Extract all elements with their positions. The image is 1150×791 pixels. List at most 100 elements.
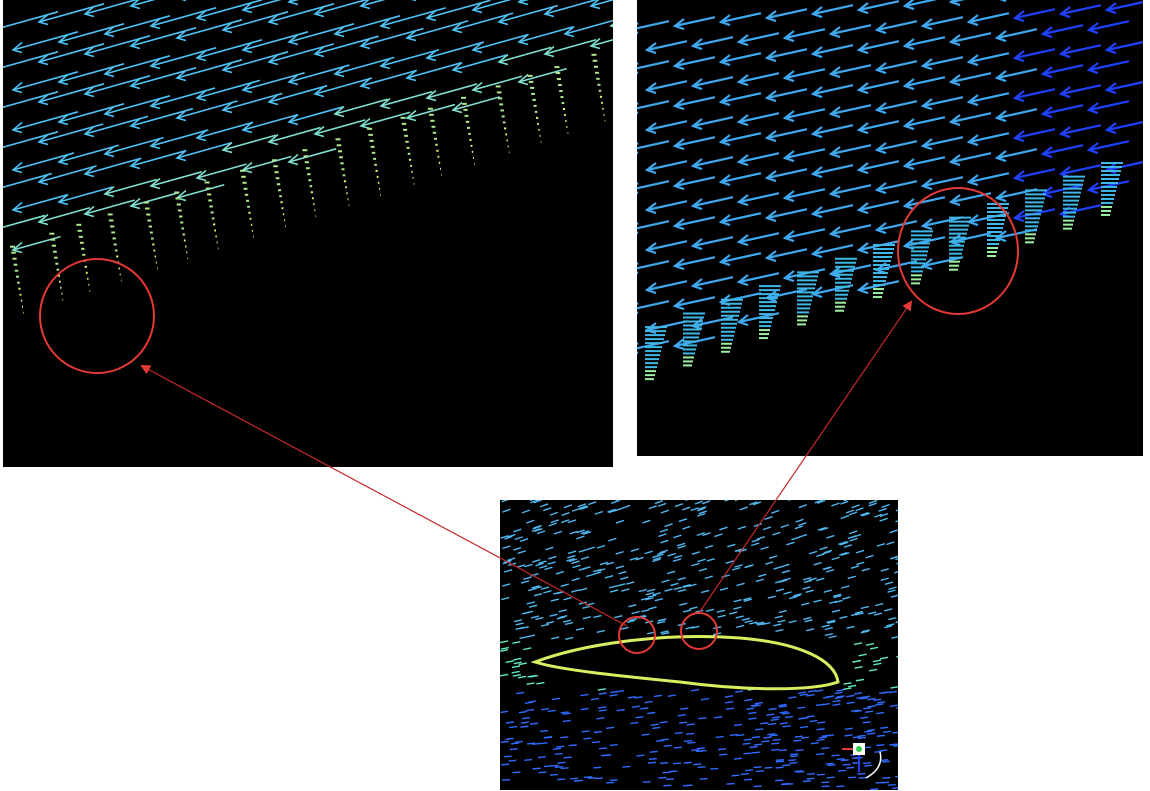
vector: [533, 768, 541, 769]
vector: [606, 727, 614, 728]
vector: [718, 749, 726, 750]
vector: [553, 748, 561, 749]
vector: [821, 748, 829, 749]
vector: [893, 745, 901, 746]
vector: [510, 749, 518, 750]
vector: [569, 745, 577, 746]
vector: [858, 738, 866, 739]
vector: [817, 729, 825, 730]
vector: [770, 735, 778, 736]
vector: [684, 762, 692, 763]
vector: [785, 784, 793, 785]
vector: [561, 768, 569, 769]
vector: [816, 754, 824, 755]
vector: [734, 724, 742, 725]
vector: [687, 742, 695, 743]
zoom-panel-left: [3, 0, 613, 467]
vector: [727, 784, 735, 785]
figure: [0, 0, 1150, 791]
vector: [817, 774, 825, 775]
vector: [512, 772, 520, 773]
vector: [556, 746, 564, 747]
vector: [775, 780, 783, 781]
vector-head: [629, 183, 638, 193]
vector: [755, 729, 763, 730]
vector: [504, 756, 512, 757]
vector: [501, 742, 509, 743]
vector: [788, 760, 796, 761]
vector: [636, 755, 644, 756]
vector: [744, 739, 752, 740]
vector: [574, 780, 582, 781]
vector: [649, 759, 657, 760]
vector: [843, 764, 851, 765]
vector: [795, 736, 803, 737]
vector: [750, 747, 758, 748]
vector-head: [629, 303, 638, 313]
vector: [864, 731, 872, 732]
vector: [731, 775, 739, 776]
vector: [838, 770, 846, 771]
vector: [551, 765, 559, 766]
vector: [710, 768, 718, 769]
vector: [555, 767, 563, 768]
vector: [795, 750, 803, 751]
vector: [800, 727, 808, 728]
vector: [684, 741, 692, 742]
vector: [648, 762, 656, 763]
vector: [801, 737, 809, 738]
vector: [877, 735, 885, 736]
vector: [515, 741, 523, 742]
vector: [846, 767, 854, 768]
vector: [789, 763, 797, 764]
vector: [693, 764, 701, 765]
vector: [557, 779, 565, 780]
vector: [743, 743, 751, 744]
vector: [582, 731, 590, 732]
vector: [663, 772, 671, 773]
vector-head: [629, 343, 638, 353]
vector: [817, 739, 825, 740]
vector: [876, 782, 884, 783]
vector-head: [629, 223, 638, 233]
vector: [506, 738, 514, 739]
vector: [783, 726, 791, 727]
vector: [793, 740, 801, 741]
vector: [660, 763, 668, 764]
vector: [609, 780, 617, 781]
vector: [716, 737, 724, 738]
vector: [555, 754, 563, 755]
vector-head: [629, 63, 638, 73]
vector: [520, 726, 528, 727]
vector: [859, 778, 867, 779]
vector: [641, 734, 649, 735]
vector: [560, 737, 568, 738]
vector: [857, 774, 865, 775]
vector: [767, 734, 775, 735]
vector: [734, 758, 742, 759]
vector: [841, 760, 849, 761]
vector: [595, 778, 603, 779]
vector: [867, 730, 875, 731]
vector-head: [629, 143, 638, 153]
vector: [819, 737, 827, 738]
vector: [666, 779, 674, 780]
vector: [622, 766, 630, 767]
vector: [822, 735, 830, 736]
vector: [832, 755, 840, 756]
vector: [826, 763, 834, 764]
vector: [790, 756, 798, 757]
vector: [807, 778, 815, 779]
vector: [807, 774, 815, 775]
vector: [588, 778, 596, 779]
vector: [790, 754, 798, 755]
vector: [880, 727, 888, 728]
vector: [883, 731, 891, 732]
vector: [779, 750, 787, 751]
vector: [876, 745, 884, 746]
vector: [776, 767, 784, 768]
vector: [540, 731, 548, 732]
vector: [741, 774, 749, 775]
vector: [544, 737, 552, 738]
vector: [821, 782, 829, 783]
